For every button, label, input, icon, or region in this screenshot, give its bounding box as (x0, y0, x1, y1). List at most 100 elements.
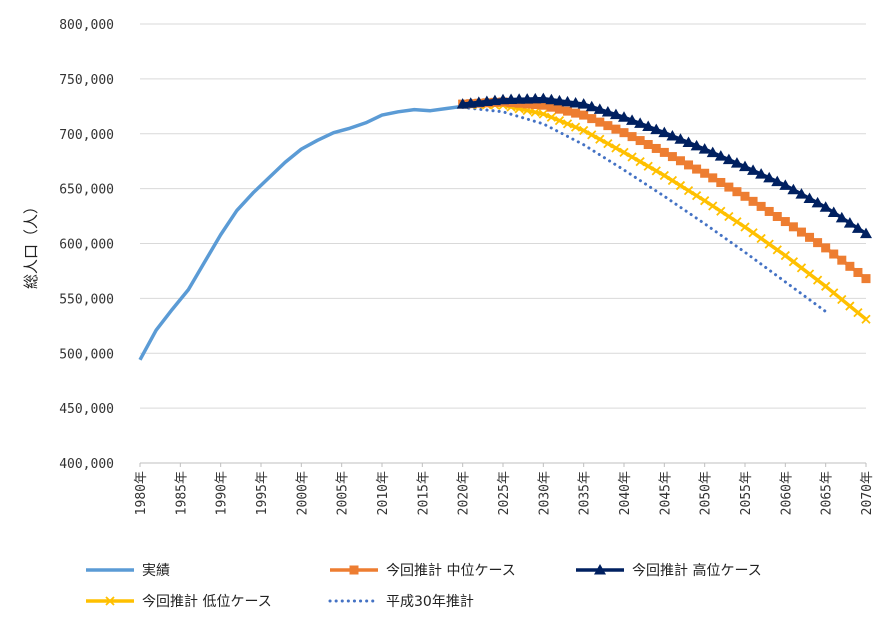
series-marker (530, 107, 540, 117)
series-marker (740, 222, 750, 232)
y-tick-label: 650,000 (59, 183, 114, 198)
series-marker (563, 106, 573, 116)
series-marker (643, 161, 653, 171)
series-marker (811, 196, 824, 208)
series-marker (690, 139, 703, 151)
x-tick-label: 2010年 (376, 471, 391, 515)
series-marker (472, 96, 485, 107)
y-tick-label: 550,000 (59, 292, 114, 307)
series-marker (456, 98, 469, 109)
series-marker (748, 196, 758, 206)
series-marker (692, 164, 702, 174)
series-marker (651, 143, 661, 153)
series-marker (724, 211, 734, 222)
series-1 (458, 97, 871, 284)
x-tick-label: 2055年 (739, 471, 754, 515)
series-marker (845, 301, 855, 311)
series-marker (659, 170, 669, 181)
series-marker (700, 196, 710, 206)
y-tick-label: 600,000 (59, 238, 114, 253)
series-marker (521, 93, 534, 104)
series-marker (829, 288, 839, 298)
series-marker (843, 217, 856, 228)
series-marker (488, 94, 501, 106)
series-marker (554, 104, 564, 114)
series-marker (788, 222, 798, 232)
series-marker (603, 138, 613, 149)
x-tick-label: 2015年 (416, 471, 431, 515)
series-marker (667, 175, 678, 186)
x-tick-label: 2070年 (860, 471, 875, 515)
series-marker (821, 281, 831, 291)
series-marker (571, 108, 581, 118)
series-marker (732, 217, 742, 227)
legend-item: 今回推計 中位ケース (330, 563, 516, 579)
series-marker (538, 109, 548, 119)
series-marker (684, 160, 694, 170)
series-marker (579, 110, 589, 120)
x-tick-label: 1980年 (134, 471, 149, 515)
series-marker (505, 93, 518, 105)
series-marker (861, 314, 871, 324)
y-axis-label: 総人口（人） (22, 199, 40, 289)
y-tick-label: 750,000 (59, 73, 114, 88)
series-line (138, 104, 463, 361)
series-3 (458, 99, 871, 324)
series-line (461, 105, 828, 314)
x-tick-label: 2045年 (658, 471, 673, 515)
series-marker (497, 93, 509, 105)
series-marker (651, 166, 661, 176)
series-marker (675, 156, 685, 166)
series-marker (796, 263, 807, 273)
x-tick-label: 2040年 (618, 471, 633, 515)
series-marker (682, 136, 695, 148)
series-marker (732, 187, 742, 197)
series-marker (803, 192, 816, 204)
x-axis-ticks: 1980年 1985年 1990年 1995年 2000年 2005年 2010年 2015年… (134, 463, 875, 515)
x-tick-label: 2005年 (336, 471, 351, 515)
series-marker (795, 188, 808, 199)
series-marker (714, 150, 727, 161)
series-marker (561, 95, 574, 107)
series-marker (611, 124, 621, 134)
series-marker (530, 100, 540, 110)
x-tick-label: 1985年 (174, 471, 189, 515)
series-marker (595, 134, 605, 144)
series-marker (609, 108, 622, 120)
legend-item: 平成30年推計 (328, 594, 474, 610)
series-marker (537, 92, 550, 104)
series-marker (554, 115, 565, 126)
legend-item: 今回推計 低位ケース (86, 594, 272, 610)
series-marker (634, 117, 647, 128)
series-marker (698, 143, 711, 154)
series-marker (587, 114, 597, 124)
series-marker (787, 183, 800, 195)
series-marker (577, 98, 590, 109)
series-marker (674, 133, 687, 144)
series-marker (627, 152, 637, 162)
series-marker (771, 175, 784, 187)
series-marker (788, 257, 799, 267)
series-marker (683, 185, 694, 196)
series-marker (780, 250, 790, 261)
series-marker (579, 125, 589, 136)
series-marker (861, 274, 871, 284)
series-marker (545, 93, 558, 105)
series-marker (860, 227, 872, 239)
y-tick-label: 400,000 (59, 457, 114, 472)
series-marker (570, 122, 581, 132)
series-marker (821, 243, 831, 253)
series-marker (546, 102, 556, 112)
series-marker (562, 119, 573, 129)
x-tick-label: 1990年 (215, 471, 230, 515)
series-marker (667, 152, 677, 162)
series-marker (464, 97, 477, 108)
series-marker (845, 261, 855, 271)
series-marker (756, 201, 766, 211)
series-marker (764, 239, 774, 249)
series-marker (619, 147, 629, 158)
series-marker (635, 136, 645, 146)
series-marker (853, 308, 863, 318)
series-marker (796, 227, 806, 237)
series-marker (691, 191, 702, 201)
